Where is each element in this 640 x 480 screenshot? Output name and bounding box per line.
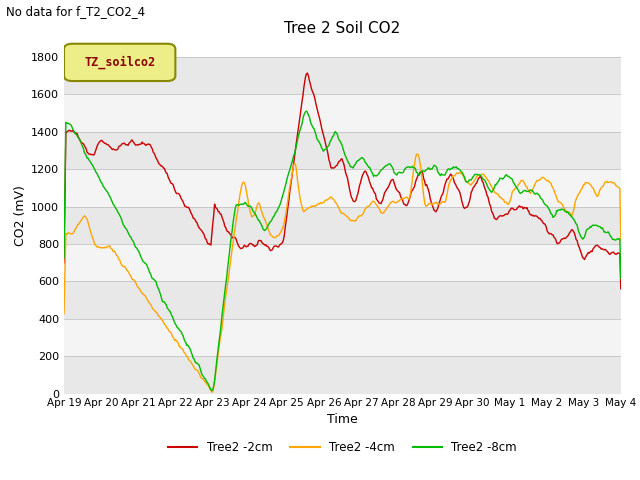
Bar [64,132,621,169]
Bar [64,281,621,319]
Bar [64,207,621,244]
Bar [64,356,621,394]
Bar [64,57,621,95]
FancyBboxPatch shape [64,44,175,81]
Bar [64,169,621,207]
Bar [64,319,621,356]
Title: Tree 2 Soil CO2: Tree 2 Soil CO2 [284,21,401,36]
Bar [64,244,621,281]
Text: No data for f_T2_CO2_4: No data for f_T2_CO2_4 [6,5,145,18]
Text: TZ_soilco2: TZ_soilco2 [84,56,156,69]
Legend: Tree2 -2cm, Tree2 -4cm, Tree2 -8cm: Tree2 -2cm, Tree2 -4cm, Tree2 -8cm [163,436,522,459]
X-axis label: Time: Time [327,413,358,426]
Y-axis label: CO2 (mV): CO2 (mV) [14,186,27,246]
Bar [64,95,621,132]
